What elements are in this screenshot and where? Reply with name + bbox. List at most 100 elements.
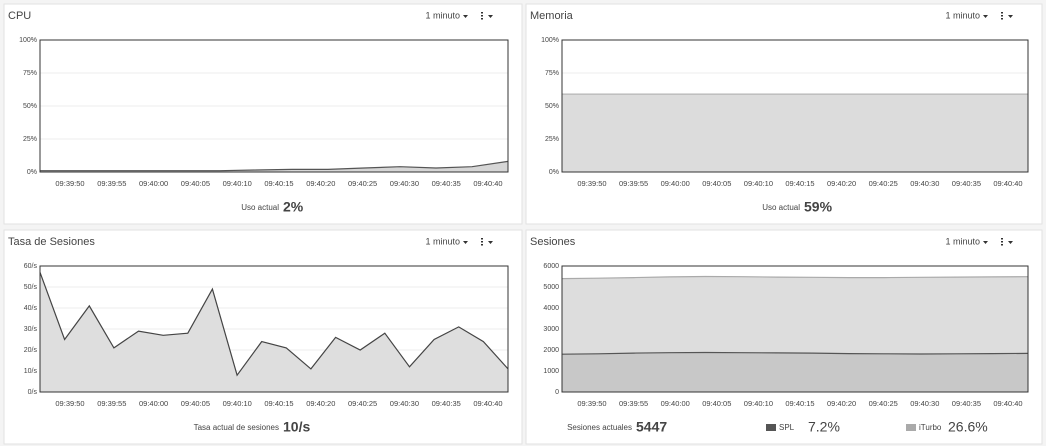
x-tick-label: 09:40:40 bbox=[993, 399, 1022, 408]
menu-caret[interactable] bbox=[1008, 15, 1013, 18]
plot-frame bbox=[39, 39, 509, 173]
x-tick-label: 09:40:30 bbox=[390, 399, 419, 408]
x-tick-label: 09:40:30 bbox=[910, 399, 939, 408]
x-tick-label: 09:39:50 bbox=[577, 179, 606, 188]
x-tick-label: 09:40:20 bbox=[306, 179, 335, 188]
y-tick-label: 75% bbox=[545, 70, 559, 77]
y-tick-label: 0% bbox=[549, 169, 559, 176]
x-tick-label: 09:40:20 bbox=[306, 399, 335, 408]
x-tick-label: 09:40:15 bbox=[264, 399, 293, 408]
dropdown-caret[interactable] bbox=[983, 15, 988, 18]
y-tick-label: 0/s bbox=[28, 389, 38, 396]
period-dropdown[interactable]: 1 minuto bbox=[425, 236, 460, 246]
x-tick-label: 09:39:55 bbox=[97, 399, 126, 408]
dropdown-caret[interactable] bbox=[463, 241, 468, 244]
x-tick-label: 09:40:05 bbox=[702, 399, 731, 408]
x-tick-label: 09:40:25 bbox=[348, 399, 377, 408]
legend-value: 26.6% bbox=[948, 419, 988, 435]
y-tick-label: 3000 bbox=[543, 326, 559, 333]
x-tick-label: 09:40:40 bbox=[473, 399, 502, 408]
legend-label: iTurbo bbox=[919, 423, 942, 432]
legend-swatch bbox=[906, 424, 916, 431]
dropdown-caret[interactable] bbox=[983, 241, 988, 244]
x-tick-label: 09:39:50 bbox=[577, 399, 606, 408]
x-tick-label: 09:40:25 bbox=[869, 399, 898, 408]
x-tick-label: 09:40:00 bbox=[661, 179, 690, 188]
series-area bbox=[562, 352, 1028, 392]
x-tick-label: 09:40:10 bbox=[744, 179, 773, 188]
y-tick-label: 4000 bbox=[543, 305, 559, 312]
series-area bbox=[40, 272, 508, 392]
y-tick-label: 0 bbox=[555, 389, 559, 396]
y-tick-label: 30/s bbox=[24, 326, 38, 333]
current-value: 10/s bbox=[283, 419, 310, 435]
period-dropdown[interactable]: 1 minuto bbox=[945, 10, 980, 20]
x-tick-label: 09:40:35 bbox=[952, 179, 981, 188]
current-label: Tasa actual de sesiones bbox=[194, 423, 279, 432]
current-label: Sesiones actuales bbox=[567, 423, 632, 432]
x-tick-label: 09:40:40 bbox=[993, 179, 1022, 188]
x-tick-label: 09:40:15 bbox=[785, 399, 814, 408]
x-tick-label: 09:40:10 bbox=[744, 399, 773, 408]
period-dropdown[interactable]: 1 minuto bbox=[425, 10, 460, 20]
x-tick-label: 09:40:25 bbox=[348, 179, 377, 188]
dropdown-caret[interactable] bbox=[463, 15, 468, 18]
panel-title: CPU bbox=[8, 10, 31, 22]
period-dropdown[interactable]: 1 minuto bbox=[945, 236, 980, 246]
current-value: 2% bbox=[283, 199, 304, 215]
menu-caret[interactable] bbox=[1008, 241, 1013, 244]
plot-frame bbox=[39, 265, 509, 393]
series-area bbox=[562, 94, 1028, 172]
x-tick-label: 09:39:55 bbox=[619, 399, 648, 408]
x-tick-label: 09:40:10 bbox=[223, 399, 252, 408]
x-tick-label: 09:40:35 bbox=[432, 399, 461, 408]
panel bbox=[3, 3, 523, 225]
menu-caret[interactable] bbox=[488, 241, 493, 244]
legend-label: SPL bbox=[779, 423, 795, 432]
legend-value: 7.2% bbox=[808, 419, 840, 435]
x-tick-label: 09:40:25 bbox=[869, 179, 898, 188]
y-tick-label: 2000 bbox=[543, 347, 559, 354]
x-tick-label: 09:40:15 bbox=[264, 179, 293, 188]
x-tick-label: 09:39:50 bbox=[55, 399, 84, 408]
plot-frame bbox=[561, 265, 1029, 393]
y-tick-label: 75% bbox=[23, 70, 37, 77]
panel-title: Tasa de Sesiones bbox=[8, 236, 95, 248]
x-tick-label: 09:40:05 bbox=[181, 399, 210, 408]
y-tick-label: 5000 bbox=[543, 284, 559, 291]
x-tick-label: 09:40:00 bbox=[139, 179, 168, 188]
y-tick-label: 40/s bbox=[24, 305, 38, 312]
y-tick-label: 50% bbox=[545, 103, 559, 110]
x-tick-label: 09:39:50 bbox=[55, 179, 84, 188]
series-line bbox=[40, 160, 509, 172]
x-tick-label: 09:40:00 bbox=[139, 399, 168, 408]
x-tick-label: 09:40:30 bbox=[390, 179, 419, 188]
y-tick-label: 50% bbox=[23, 103, 37, 110]
y-tick-label: 6000 bbox=[543, 263, 559, 270]
y-tick-label: 25% bbox=[545, 136, 559, 143]
y-tick-label: 100% bbox=[541, 37, 559, 44]
x-tick-label: 09:40:05 bbox=[181, 179, 210, 188]
y-tick-label: 1000 bbox=[543, 368, 559, 375]
x-tick-label: 09:39:55 bbox=[97, 179, 126, 188]
x-tick-label: 09:40:35 bbox=[952, 399, 981, 408]
series-area bbox=[40, 161, 508, 172]
x-tick-label: 09:40:15 bbox=[785, 179, 814, 188]
y-tick-label: 10/s bbox=[24, 368, 38, 375]
y-tick-label: 100% bbox=[19, 37, 37, 44]
current-value: 59% bbox=[804, 199, 833, 215]
y-tick-label: 50/s bbox=[24, 284, 38, 291]
x-tick-label: 09:40:20 bbox=[827, 179, 856, 188]
x-tick-label: 09:40:00 bbox=[661, 399, 690, 408]
x-tick-label: 09:40:40 bbox=[473, 179, 502, 188]
x-tick-label: 09:40:30 bbox=[910, 179, 939, 188]
x-tick-label: 09:40:05 bbox=[702, 179, 731, 188]
x-tick-label: 09:39:55 bbox=[619, 179, 648, 188]
y-tick-label: 60/s bbox=[24, 263, 38, 270]
current-label: Uso actual bbox=[762, 203, 800, 212]
current-label: Uso actual bbox=[241, 203, 279, 212]
panel-title: Sesiones bbox=[530, 236, 576, 248]
menu-caret[interactable] bbox=[488, 15, 493, 18]
legend-swatch bbox=[766, 424, 776, 431]
